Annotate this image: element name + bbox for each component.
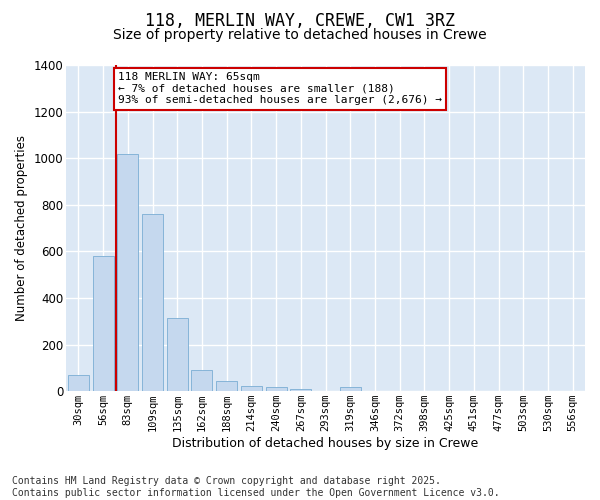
Bar: [216, 381, 237, 391]
Bar: [266, 387, 287, 391]
Bar: [340, 387, 361, 391]
Bar: [167, 318, 188, 391]
Bar: [68, 375, 89, 391]
Text: Contains HM Land Registry data © Crown copyright and database right 2025.
Contai: Contains HM Land Registry data © Crown c…: [12, 476, 500, 498]
X-axis label: Distribution of detached houses by size in Crewe: Distribution of detached houses by size …: [172, 437, 479, 450]
Text: 118 MERLIN WAY: 65sqm
← 7% of detached houses are smaller (188)
93% of semi-deta: 118 MERLIN WAY: 65sqm ← 7% of detached h…: [118, 72, 442, 105]
Bar: [118, 154, 139, 391]
Bar: [142, 214, 163, 391]
Text: 118, MERLIN WAY, CREWE, CW1 3RZ: 118, MERLIN WAY, CREWE, CW1 3RZ: [145, 12, 455, 30]
Bar: [92, 256, 113, 391]
Bar: [241, 386, 262, 391]
Bar: [191, 370, 212, 391]
Y-axis label: Number of detached properties: Number of detached properties: [15, 135, 28, 321]
Bar: [290, 389, 311, 391]
Text: Size of property relative to detached houses in Crewe: Size of property relative to detached ho…: [113, 28, 487, 42]
